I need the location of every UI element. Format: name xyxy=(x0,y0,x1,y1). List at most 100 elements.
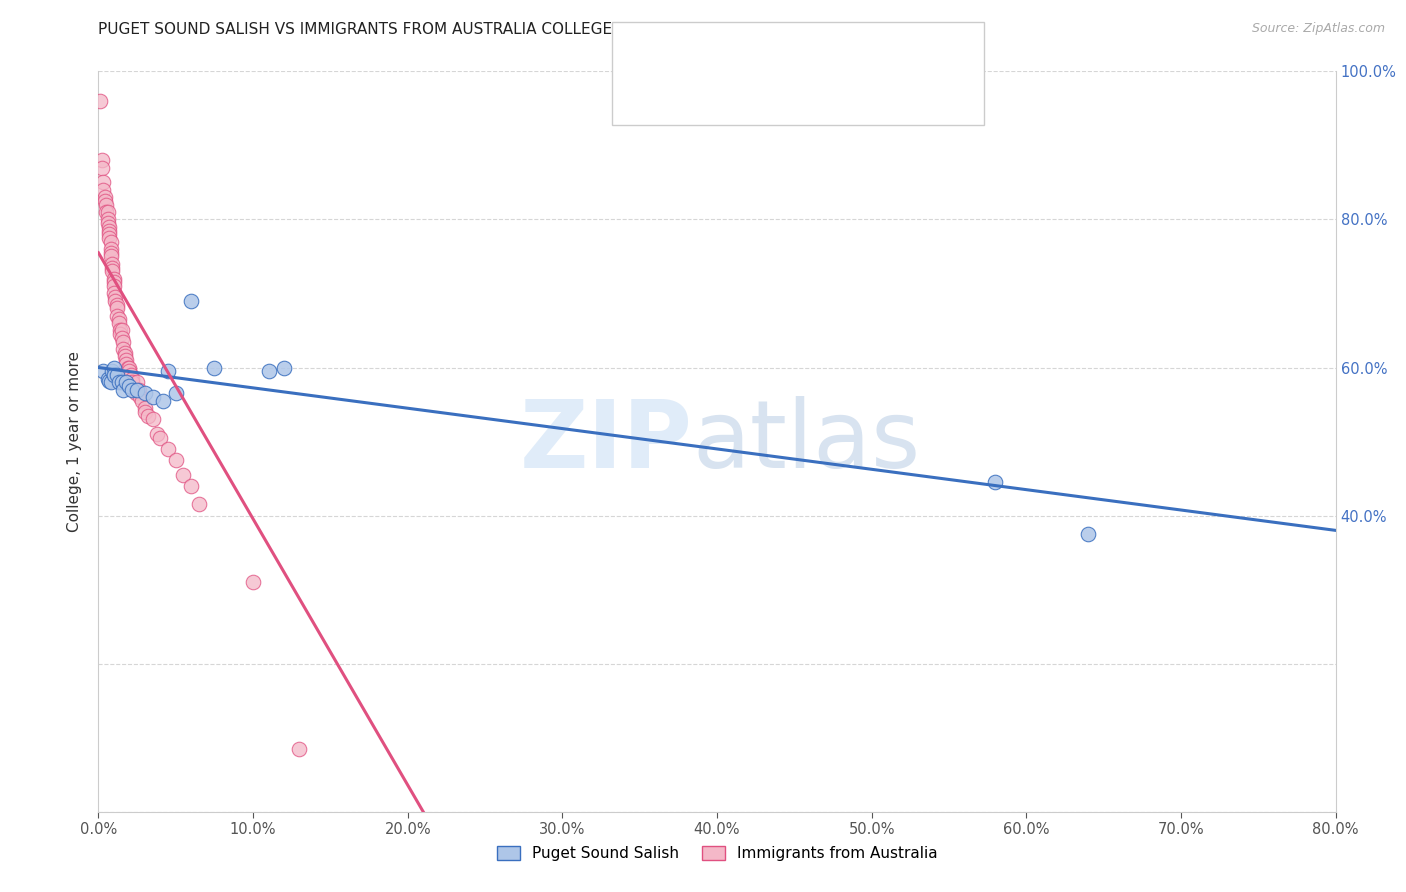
Point xyxy=(96,197,118,211)
Point xyxy=(97,371,120,385)
Point xyxy=(121,376,143,390)
Point xyxy=(90,161,112,175)
Point xyxy=(134,386,156,401)
Point xyxy=(134,401,156,416)
Point xyxy=(115,376,138,390)
Point xyxy=(118,360,141,375)
Point xyxy=(136,409,159,423)
Point xyxy=(984,475,1007,490)
Point xyxy=(180,479,202,493)
Point xyxy=(101,257,124,271)
Point xyxy=(97,216,120,230)
Y-axis label: College, 1 year or more: College, 1 year or more xyxy=(67,351,83,532)
Point xyxy=(112,383,135,397)
Point xyxy=(90,153,112,168)
Point xyxy=(111,324,134,338)
Point xyxy=(112,342,135,356)
Point xyxy=(142,412,165,426)
Point xyxy=(98,231,121,245)
Point xyxy=(100,250,122,264)
Point xyxy=(100,235,122,249)
Point xyxy=(101,364,124,378)
Point xyxy=(98,219,121,234)
Point xyxy=(157,442,180,456)
Point xyxy=(127,383,149,397)
Point xyxy=(146,427,169,442)
Text: R =  -0.318    N = 26: R = -0.318 N = 26 xyxy=(679,36,839,51)
Point xyxy=(128,383,150,397)
Point xyxy=(188,498,211,512)
Point xyxy=(257,364,280,378)
Point xyxy=(105,368,128,382)
Point xyxy=(131,393,153,408)
Point xyxy=(103,368,125,382)
Point xyxy=(152,393,174,408)
Point xyxy=(114,350,136,364)
Point xyxy=(180,293,202,308)
Point xyxy=(142,390,165,404)
Point xyxy=(101,260,124,275)
Point xyxy=(100,245,122,260)
Point xyxy=(97,212,120,227)
Point xyxy=(115,353,138,368)
Point xyxy=(103,276,125,290)
Point xyxy=(111,331,134,345)
Point xyxy=(129,390,152,404)
Point xyxy=(1077,527,1099,541)
Point xyxy=(111,376,134,390)
Point xyxy=(104,293,127,308)
Point xyxy=(121,383,143,397)
Point xyxy=(117,360,139,375)
Point xyxy=(105,301,128,316)
Point xyxy=(103,279,125,293)
Text: atlas: atlas xyxy=(692,395,921,488)
Point xyxy=(103,286,125,301)
Point xyxy=(91,364,114,378)
Point xyxy=(89,94,111,108)
Point xyxy=(134,405,156,419)
Point xyxy=(115,357,138,371)
Text: PUGET SOUND SALISH VS IMMIGRANTS FROM AUSTRALIA COLLEGE, 1 YEAR OR MORE CORRELAT: PUGET SOUND SALISH VS IMMIGRANTS FROM AU… xyxy=(98,22,924,37)
Point xyxy=(165,386,187,401)
Point xyxy=(204,360,226,375)
Point xyxy=(100,242,122,256)
Point xyxy=(112,334,135,349)
Point xyxy=(108,327,131,342)
Point xyxy=(98,227,121,242)
Point xyxy=(93,194,115,208)
Point xyxy=(157,364,180,378)
Point xyxy=(114,345,136,359)
Point xyxy=(121,371,143,385)
Point xyxy=(91,183,114,197)
Text: ZIP: ZIP xyxy=(519,395,692,488)
Point xyxy=(103,360,125,375)
Point xyxy=(107,312,129,326)
Point xyxy=(97,205,120,219)
Point xyxy=(96,205,118,219)
Point xyxy=(124,386,146,401)
Text: Source: ZipAtlas.com: Source: ZipAtlas.com xyxy=(1251,22,1385,36)
Point xyxy=(98,374,121,388)
Point xyxy=(118,364,141,378)
Point xyxy=(91,175,114,190)
Point xyxy=(104,290,127,304)
Point xyxy=(273,360,295,375)
Point xyxy=(100,376,122,390)
Point xyxy=(105,297,128,311)
Point xyxy=(173,467,195,482)
Point xyxy=(108,324,131,338)
Point xyxy=(127,376,149,390)
Point xyxy=(118,379,141,393)
Point xyxy=(165,453,187,467)
Point xyxy=(105,309,128,323)
Point xyxy=(107,316,129,330)
Point xyxy=(149,431,172,445)
Point xyxy=(288,741,311,756)
Point xyxy=(93,190,115,204)
Point xyxy=(101,264,124,278)
Text: R =  -0.485    N = 69: R = -0.485 N = 69 xyxy=(679,77,839,92)
Point xyxy=(103,271,125,285)
Point xyxy=(98,223,121,237)
Legend: Puget Sound Salish, Immigrants from Australia: Puget Sound Salish, Immigrants from Aust… xyxy=(491,839,943,867)
Point xyxy=(107,376,129,390)
